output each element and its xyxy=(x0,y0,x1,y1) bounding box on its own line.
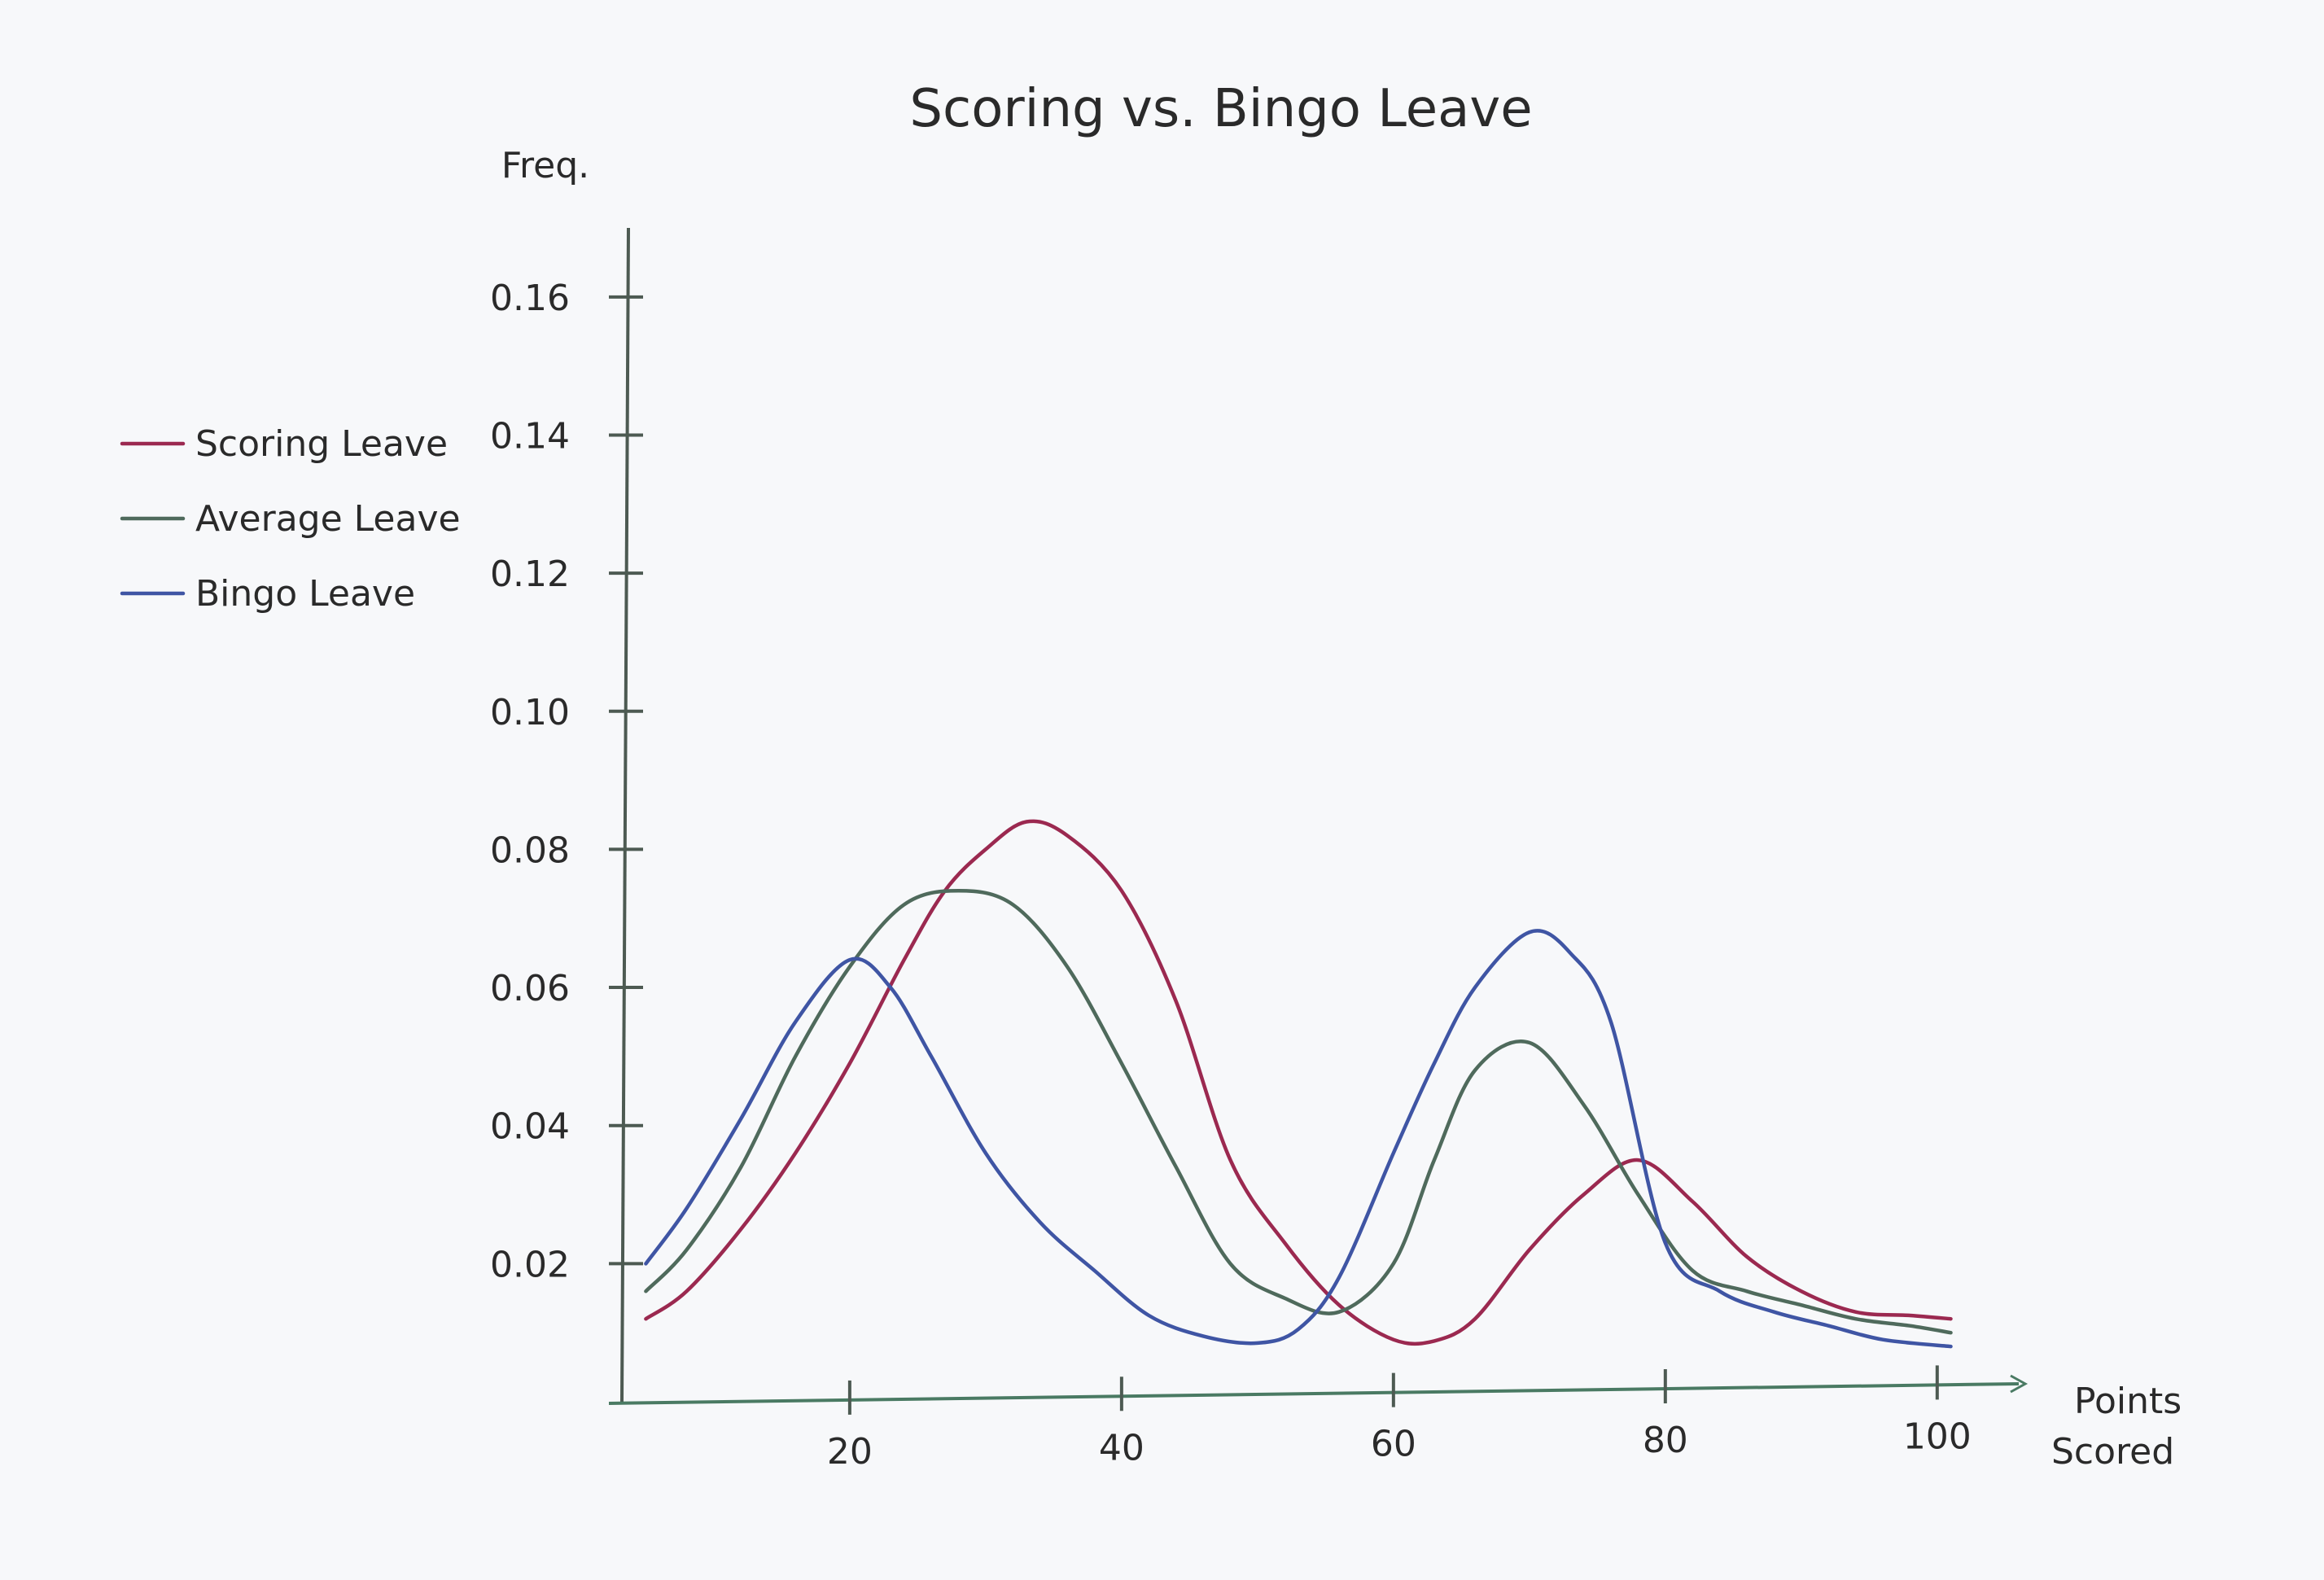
series-line-bingo-leave xyxy=(644,929,1953,1349)
y-tick-label: 0.06 xyxy=(490,968,570,1009)
y-tick-label: 0.14 xyxy=(490,415,570,457)
y-tick-label: 0.16 xyxy=(490,278,570,319)
x-axis-arrow xyxy=(2010,1374,2029,1394)
x-tick-label: 80 xyxy=(1643,1420,1688,1461)
x-axis-label-line-2: Scored xyxy=(2051,1431,2174,1473)
y-tick-label: 0.04 xyxy=(490,1106,570,1148)
y-axis-line xyxy=(620,227,630,1403)
chart-title: Scoring vs. Bingo Leave xyxy=(909,79,1532,139)
x-tick-label: 60 xyxy=(1371,1424,1416,1465)
axes xyxy=(608,227,2029,1405)
y-axis-label: Freq. xyxy=(501,145,589,186)
legend: Scoring Leave Average Leave Bingo Leave xyxy=(120,423,461,615)
x-axis-label-line-1: Points xyxy=(2074,1381,2182,1422)
series-line-scoring-leave xyxy=(644,819,1953,1346)
legend-label: Scoring Leave xyxy=(195,423,448,465)
series-line-average-leave xyxy=(644,889,1953,1335)
x-ticks: 20 40 60 80 100 xyxy=(827,1365,1972,1473)
y-tick-label: 0.10 xyxy=(490,692,570,733)
x-tick-label: 20 xyxy=(827,1431,873,1473)
x-tick-label: 100 xyxy=(1903,1416,1972,1457)
y-ticks: 0.02 0.04 0.06 0.08 0.10 0.12 0.14 0.16 xyxy=(490,278,643,1285)
y-tick-label: 0.02 xyxy=(490,1244,570,1285)
y-tick-label: 0.12 xyxy=(490,554,570,595)
y-tick-label: 0.08 xyxy=(490,829,570,871)
x-axis-line xyxy=(608,1382,2020,1405)
x-tick-label: 40 xyxy=(1099,1427,1144,1468)
legend-label: Bingo Leave xyxy=(195,573,415,615)
series-lines xyxy=(644,819,1953,1349)
legend-label: Average Leave xyxy=(195,498,461,540)
